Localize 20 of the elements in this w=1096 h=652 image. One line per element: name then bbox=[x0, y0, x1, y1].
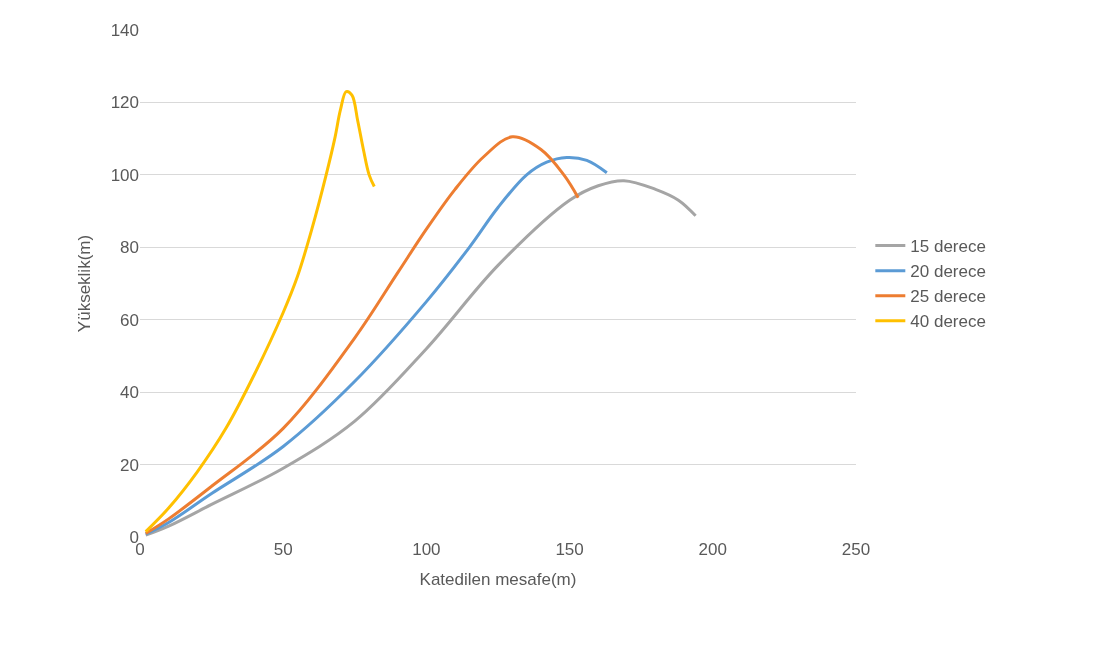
x-tick-label: 200 bbox=[698, 540, 727, 559]
line-series bbox=[144, 90, 376, 534]
y-tick-label: 120 bbox=[110, 93, 139, 113]
x-tick-label: 250 bbox=[841, 540, 871, 559]
legend-label: 20 derece bbox=[910, 262, 986, 282]
x-tick-label: 150 bbox=[555, 540, 584, 559]
y-tick-label: 100 bbox=[110, 165, 139, 185]
x-tick-label: 50 bbox=[273, 540, 293, 559]
legend-label: 25 derece bbox=[910, 287, 986, 307]
y-tick-label: 80 bbox=[120, 238, 139, 258]
y-axis-title: Yükseklik(m) bbox=[75, 234, 95, 333]
y-tick-label: 40 bbox=[120, 383, 139, 403]
x-tick-label: 100 bbox=[412, 540, 441, 559]
line-series bbox=[144, 179, 698, 537]
y-tick-label: 60 bbox=[120, 310, 139, 330]
x-axis-title: Katedilen mesafe(m) bbox=[419, 570, 577, 590]
legend-label: 40 derece bbox=[910, 312, 986, 332]
y-tick-label: 140 bbox=[110, 20, 139, 40]
legend-label: 15 derece bbox=[910, 237, 986, 257]
y-tick-label: 20 bbox=[120, 455, 139, 475]
